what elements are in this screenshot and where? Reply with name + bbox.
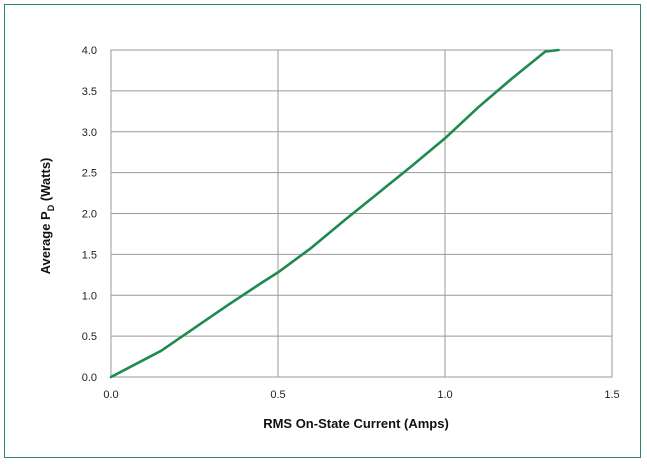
y-tick-label: 1.5 [82,249,97,261]
y-tick-label: 2.0 [82,209,97,221]
series-group [109,48,560,379]
grid [110,49,613,378]
y-axis-title-subscript: D [46,204,56,211]
y-tick-labels: 0.0 0.5 1.0 1.5 2.0 2.5 3.0 3.5 4.0 [82,45,97,384]
y-axis-title-prefix: Average P [38,211,53,274]
y-tick-label: 0.5 [82,331,97,343]
y-tick-label: 3.5 [82,86,97,98]
series-line [109,48,560,379]
y-tick-label: 0.0 [82,372,97,384]
y-tick-label: 2.5 [82,168,97,180]
x-tick-label: 1.5 [604,389,619,401]
y-axis-title-suffix: (Watts) [38,158,53,205]
x-tick-label: 0.5 [270,389,285,401]
x-tick-label: 0.0 [103,389,118,401]
y-tick-label: 4.0 [82,45,97,57]
plot-border [110,49,613,378]
x-tick-labels: 0.0 0.5 1.0 1.5 [103,389,619,401]
chart-frame [4,4,641,458]
y-tick-label: 3.0 [82,127,97,139]
y-tick-label: 1.0 [82,290,97,302]
y-axis-title: Average PD (Watts) [38,158,56,275]
x-axis-title: RMS On-State Current (Amps) [263,416,449,431]
x-tick-label: 1.0 [437,389,452,401]
